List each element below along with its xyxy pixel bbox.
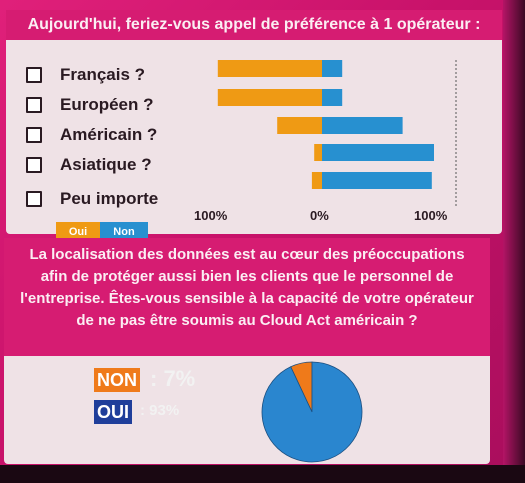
bar-oui-0 [217,60,322,77]
question-box: La localisation des données est au cœur … [4,238,490,356]
tick-label-right: 100% [414,208,448,223]
bar-oui-4 [311,172,322,189]
non-percent: : 7% [150,366,196,391]
option-peu-importe[interactable]: Peu importe [26,188,158,210]
tick-label-zero: 0% [310,208,329,223]
bar-non-1 [322,89,343,106]
checkbox-icon[interactable] [26,157,42,173]
oui-label: OUI [94,400,133,424]
option-label: Américain ? [60,125,158,144]
cloud-act-panel: La localisation des données est au cœur … [4,238,490,464]
option-americain[interactable]: Américain ? [26,124,157,146]
bar-oui-3 [314,144,322,161]
screen-bottom-edge [0,465,525,483]
option-label: Français ? [60,65,146,84]
bar-non-3 [322,144,434,161]
checkbox-icon[interactable] [26,191,42,207]
bar-oui-1 [217,89,322,106]
pie-chart [261,361,363,463]
bar-oui-2 [277,117,322,134]
panel-title: Aujourd'hui, feriez-vous appel de préfér… [6,10,502,40]
checkbox-icon[interactable] [26,127,42,143]
bar-non-0 [322,60,343,77]
non-label: NON [94,368,140,392]
oui-percent: : 93% [140,402,180,419]
option-label: Européen ? [60,95,154,114]
checkbox-icon[interactable] [26,97,42,113]
option-label: Asiatique ? [60,155,152,174]
legend-non: Non [100,222,148,242]
question-text: La localisation des données est au cœur … [20,246,474,329]
tick-label-left: 100% [194,208,228,223]
checkbox-icon[interactable] [26,67,42,83]
operator-preference-panel: Aujourd'hui, feriez-vous appel de préfér… [6,10,502,242]
bar-non-4 [322,172,432,189]
bar-non-2 [322,117,403,134]
option-europeen[interactable]: Européen ? [26,94,154,116]
pie-slice-oui [261,361,363,463]
option-label: Peu importe [60,189,159,208]
option-asiatique[interactable]: Asiatique ? [26,154,152,176]
option-francais[interactable]: Français ? [26,64,145,86]
bar-chart [217,60,457,206]
screen-edge [503,0,525,483]
legend-oui: Oui [56,222,100,242]
